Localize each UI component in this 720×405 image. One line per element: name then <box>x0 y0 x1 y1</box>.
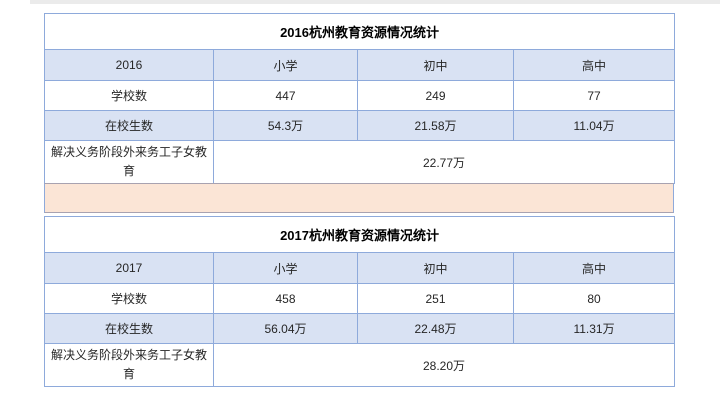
value-senior: 11.04万 <box>512 110 676 141</box>
value-senior: 77 <box>512 80 676 111</box>
header-junior-high: 初中 <box>357 252 514 284</box>
row-label-migrant: 解决义务阶段外来务工子女教育 <box>44 343 214 387</box>
value-senior: 11.31万 <box>512 313 676 344</box>
table-row: 解决义务阶段外来务工子女教育 28.20万 <box>44 343 676 387</box>
value-junior: 22.48万 <box>357 313 514 344</box>
value-primary: 447 <box>213 80 358 111</box>
header-year: 2017 <box>44 252 214 284</box>
table-title: 2016杭州教育资源情况统计 <box>43 13 676 50</box>
table-row: 2017杭州教育资源情况统计 <box>43 216 676 253</box>
value-merged: 28.20万 <box>212 343 676 387</box>
table-row: 2016 小学 初中 高中 <box>44 49 676 81</box>
header-senior-high: 高中 <box>512 49 676 81</box>
table-row: 学校数 447 249 77 <box>44 80 676 111</box>
table-row: 解决义务阶段外来务工子女教育 22.77万 <box>44 140 676 184</box>
stats-table-2017: 2017杭州教育资源情况统计 2017 小学 初中 高中 学校数 458 251… <box>43 216 676 387</box>
orange-separator-band <box>44 183 674 213</box>
stats-table-2016: 2016杭州教育资源情况统计 2016 小学 初中 高中 学校数 447 249… <box>43 13 676 184</box>
table-row: 2016杭州教育资源情况统计 <box>43 13 676 50</box>
value-primary: 54.3万 <box>213 110 358 141</box>
row-label-students: 在校生数 <box>44 110 214 141</box>
value-primary: 458 <box>213 283 358 314</box>
page-top-edge <box>30 0 720 4</box>
table-row: 在校生数 56.04万 22.48万 11.31万 <box>44 313 676 344</box>
table-title: 2017杭州教育资源情况统计 <box>43 216 676 253</box>
header-junior-high: 初中 <box>357 49 514 81</box>
value-junior: 249 <box>357 80 514 111</box>
tables-area: 2016杭州教育资源情况统计 2016 小学 初中 高中 学校数 447 249… <box>43 13 676 387</box>
value-senior: 80 <box>512 283 676 314</box>
header-year: 2016 <box>44 49 214 81</box>
header-primary-school: 小学 <box>213 252 358 284</box>
row-label-schools: 学校数 <box>44 80 214 111</box>
table-row: 学校数 458 251 80 <box>44 283 676 314</box>
value-junior: 21.58万 <box>357 110 514 141</box>
table-row: 在校生数 54.3万 21.58万 11.04万 <box>44 110 676 141</box>
row-label-students: 在校生数 <box>44 313 214 344</box>
table-row: 2017 小学 初中 高中 <box>44 252 676 284</box>
row-label-migrant: 解决义务阶段外来务工子女教育 <box>44 140 214 184</box>
header-senior-high: 高中 <box>512 252 676 284</box>
header-primary-school: 小学 <box>213 49 358 81</box>
row-label-schools: 学校数 <box>44 283 214 314</box>
value-merged: 22.77万 <box>212 140 676 184</box>
value-primary: 56.04万 <box>213 313 358 344</box>
value-junior: 251 <box>357 283 514 314</box>
